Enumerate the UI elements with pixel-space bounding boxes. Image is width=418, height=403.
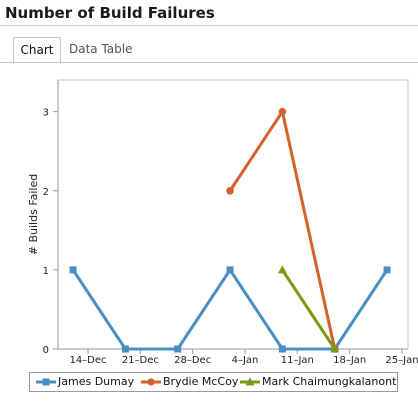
y-tick-label: 2 [43, 187, 49, 198]
y-axis-label: # Builds Failed [27, 174, 40, 255]
page-title: Number of Build Failures [5, 4, 215, 22]
chart-legend: James Dumay Brydie McCoy Mark Chaimungka… [29, 372, 398, 392]
legend-swatch-james-dumay [36, 378, 56, 386]
data-point-brydie-mccoy [278, 107, 287, 116]
x-tick-label: 4–Jan [232, 355, 259, 366]
x-tick-label: 28–Dec [174, 355, 211, 366]
legend-swatch-brydie-mccoy [141, 378, 161, 386]
data-point-mark-chaimungkalanont [277, 265, 287, 274]
tab-chart[interactable]: Chart [13, 37, 61, 64]
legend-label: James Dumay [58, 375, 135, 388]
data-point-james-dumay [278, 345, 286, 353]
tab-data-table[interactable]: Data Table [69, 42, 133, 56]
x-tick-label: 14–Dec [69, 355, 106, 366]
legend-label: Brydie McCoy [163, 375, 239, 388]
title-divider [0, 25, 418, 26]
x-tick-label: 25–Jan [385, 355, 418, 366]
data-point-james-dumay [69, 266, 77, 274]
tabs-divider [0, 62, 418, 63]
data-point-mark-chaimungkalanont [330, 344, 340, 353]
y-tick-label: 1 [43, 266, 49, 277]
y-tick-label: 3 [43, 108, 49, 119]
data-point-james-dumay [226, 266, 234, 274]
data-point-james-dumay [174, 345, 182, 353]
x-tick-label: 11–Jan [281, 355, 314, 366]
y-tick-label: 0 [43, 345, 49, 356]
plot-area [57, 79, 409, 350]
data-point-james-dumay [383, 266, 391, 274]
data-point-brydie-mccoy [226, 186, 234, 195]
line-chart: 0 1 2 3 14–Dec 21–Dec 28–Dec 4–Jan 11–Jan 18–Jan 2… [27, 79, 418, 366]
x-tick-label: 21–Dec [122, 355, 159, 366]
x-tick-label: 18–Jan [333, 355, 366, 366]
legend-label: Mark Chaimungkalanont [262, 375, 397, 388]
data-point-james-dumay [121, 345, 129, 353]
series-line-mark-chaimungkalanont [281, 269, 336, 350]
chart-panel: 0 1 2 3 14–Dec 21–Dec 28–Dec 4–Jan 11–Jan 18–Jan 2… [0, 62, 418, 403]
legend-swatch-mark-chaimungkalanont [240, 377, 260, 386]
